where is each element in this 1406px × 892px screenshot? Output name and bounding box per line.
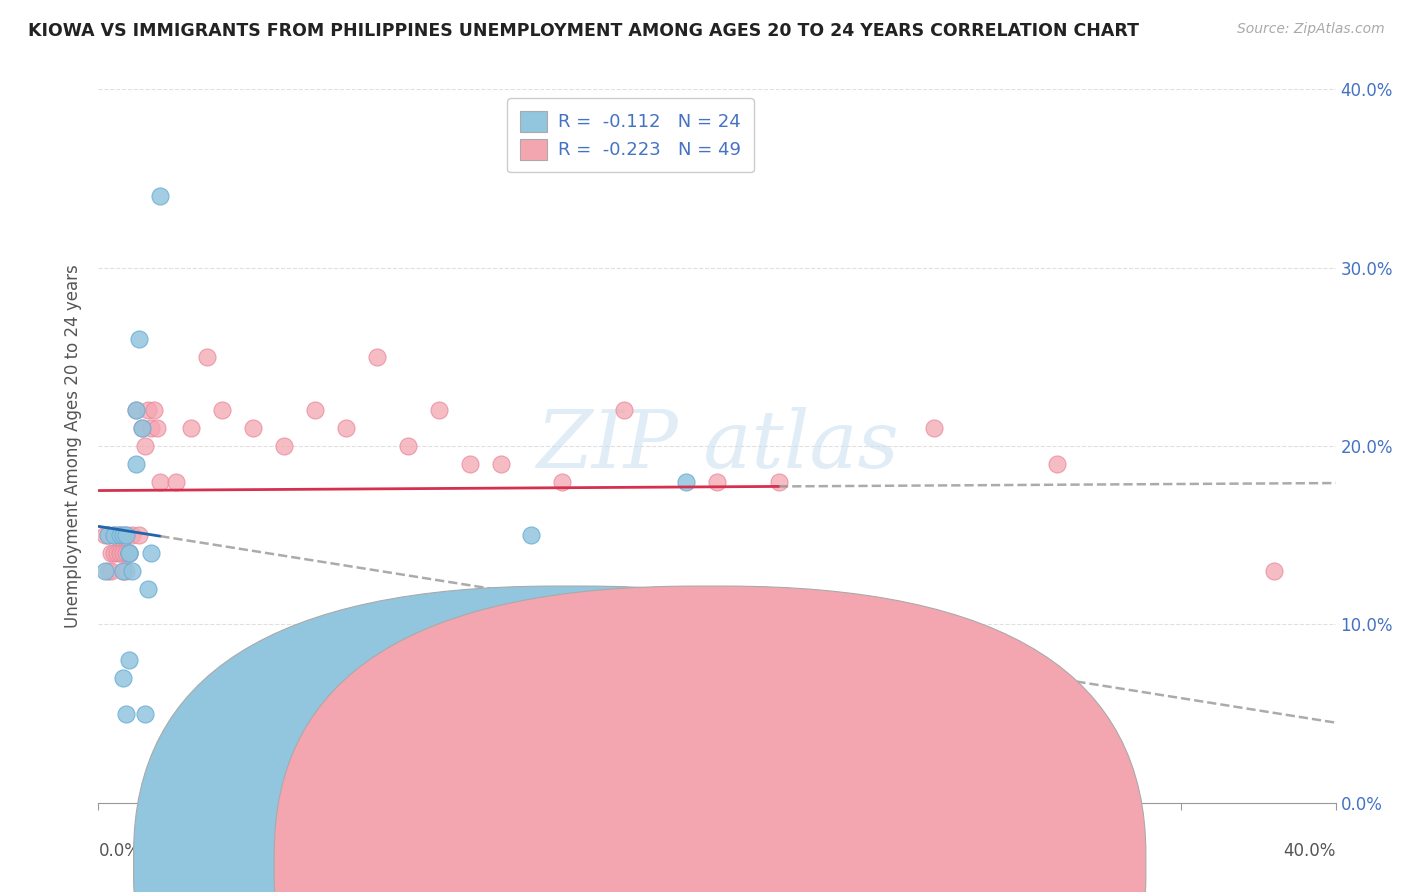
Point (105, 528, 128, 542)
Point (211, 403, 233, 417)
Text: ZIP atlas: ZIP atlas (536, 408, 898, 484)
Point (335, 421, 357, 435)
Text: Source: ZipAtlas.com: Source: ZipAtlas.com (1237, 22, 1385, 37)
Point (93, 564, 115, 578)
Point (97, 528, 120, 542)
Point (118, 546, 141, 560)
Point (768, 475, 790, 489)
Point (922, 421, 945, 435)
Point (115, 528, 138, 542)
Text: Immigrants from Philippines: Immigrants from Philippines (731, 856, 970, 874)
Point (115, 564, 138, 578)
Point (134, 706, 156, 721)
Point (118, 546, 141, 560)
Point (984, 689, 1007, 703)
Point (103, 546, 125, 560)
Y-axis label: Unemployment Among Ages 20 to 24 years: Unemployment Among Ages 20 to 24 years (65, 264, 83, 628)
Point (115, 528, 138, 542)
Point (112, 564, 135, 578)
Point (118, 653, 141, 667)
Point (242, 421, 264, 435)
Point (103, 528, 125, 542)
Text: KIOWA VS IMMIGRANTS FROM PHILIPPINES UNEMPLOYMENT AMONG AGES 20 TO 24 YEARS CORR: KIOWA VS IMMIGRANTS FROM PHILIPPINES UNE… (28, 22, 1139, 40)
Point (124, 403, 146, 417)
Point (139, 546, 162, 560)
Point (112, 546, 135, 560)
Point (108, 528, 131, 542)
Point (180, 421, 202, 435)
Point (149, 189, 172, 203)
Point (105, 546, 128, 560)
Point (136, 403, 159, 417)
Point (131, 421, 153, 435)
Point (1046, 457, 1069, 471)
Point (149, 475, 172, 489)
Point (118, 546, 141, 560)
Point (458, 457, 481, 471)
Text: Kiowa: Kiowa (591, 856, 645, 874)
Point (124, 403, 146, 417)
Point (128, 528, 150, 542)
Point (108, 546, 131, 560)
Point (304, 403, 326, 417)
Point (103, 528, 125, 542)
Text: 0.0%: 0.0% (98, 842, 141, 860)
Point (139, 421, 162, 435)
Text: 40.0%: 40.0% (1284, 842, 1336, 860)
Point (165, 475, 187, 489)
Point (121, 564, 143, 578)
Point (115, 706, 138, 721)
Point (396, 439, 419, 453)
Point (115, 546, 138, 560)
Legend: R =  -0.112   N = 24, R =  -0.223   N = 49: R = -0.112 N = 24, R = -0.223 N = 49 (508, 98, 754, 172)
Point (131, 421, 153, 435)
Point (706, 475, 728, 489)
Point (93, 528, 115, 542)
Point (112, 564, 135, 578)
Point (613, 403, 636, 417)
Point (128, 332, 150, 346)
Point (97, 564, 120, 578)
Point (143, 403, 166, 417)
Point (121, 528, 143, 542)
Point (195, 350, 218, 364)
Point (427, 403, 450, 417)
Point (100, 546, 122, 560)
Point (100, 564, 122, 578)
Point (1077, 796, 1099, 810)
Point (112, 528, 135, 542)
Point (273, 439, 295, 453)
Point (489, 457, 512, 471)
Point (124, 457, 146, 471)
Point (108, 528, 131, 542)
Point (520, 528, 543, 542)
Point (112, 671, 135, 685)
Point (134, 439, 156, 453)
Point (1263, 564, 1285, 578)
Point (136, 582, 159, 596)
Point (97, 528, 120, 542)
Point (675, 475, 697, 489)
Point (551, 475, 574, 489)
Point (146, 421, 169, 435)
Point (366, 350, 388, 364)
Point (118, 546, 141, 560)
